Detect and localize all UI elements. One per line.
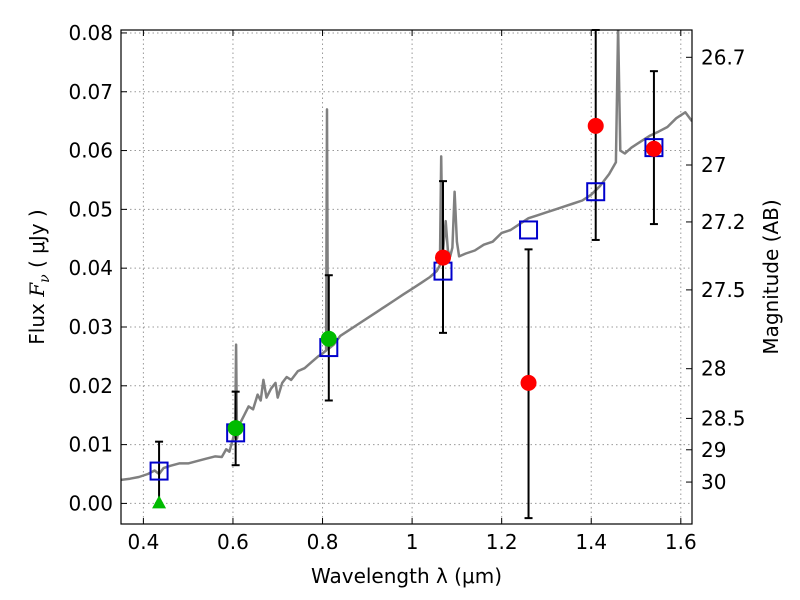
y2-tick-label: 28: [701, 357, 726, 381]
model-photometry-box: [149, 461, 169, 481]
observed-flux-marker: [645, 140, 662, 157]
x-tick-label: 1.4: [575, 530, 607, 554]
y2-tick-label: 30: [701, 470, 726, 494]
y2-tick-label: 28.5: [701, 406, 746, 430]
y-tick-label: 0.05: [68, 197, 113, 221]
y-tick-label: 0.00: [68, 491, 113, 515]
x-axis-title: Wavelength λ (μm): [311, 564, 502, 588]
y-axis-title-suffix: ( μJy ): [25, 209, 49, 274]
model-photometry-box: [586, 182, 606, 202]
y2-tick-label: 26.7: [701, 45, 746, 69]
plot-frame: [120, 29, 693, 525]
y-tick-label: 0.06: [68, 139, 113, 163]
x-tick-label: 1.2: [486, 530, 518, 554]
observed-flux-marker: [434, 249, 451, 266]
model-photometry-box: [519, 220, 539, 240]
grid-layer: [121, 30, 692, 524]
y-tick-label: 0.03: [68, 315, 113, 339]
model-layer: [121, 30, 692, 482]
x-tick-label: 1.6: [665, 530, 697, 554]
y2-tick-label: 27: [701, 153, 726, 177]
x-tick-label: 0.4: [127, 530, 159, 554]
y-tick-label: 0.04: [68, 256, 113, 280]
observed-flux-marker: [320, 330, 337, 347]
observations-layer: [152, 117, 662, 509]
model-photometry-layer: [149, 138, 664, 481]
x-tick-label: 1: [406, 530, 419, 554]
y-tick-label: 0.01: [68, 433, 113, 457]
tick-layer: 0.4 0.6 0.8 1 1.2 1.4 1.6 0.00 0.01 0.02 0.03 0.04 0…: [68, 21, 745, 554]
y-tick-label: 0.02: [68, 374, 113, 398]
y-axis-title-symbol: F: [25, 282, 49, 298]
y2-tick-label: 27.5: [701, 278, 746, 302]
y-axis-title-subscript: ν: [37, 274, 53, 283]
observed-flux-marker: [520, 374, 537, 391]
y2-axis-title: Magnitude (AB): [759, 199, 783, 354]
y2-tick-label: 29: [701, 438, 726, 462]
observed-flux-marker: [587, 117, 604, 134]
y-axis-title: Flux Fν ( μJy ): [25, 209, 53, 344]
observed-flux-marker: [227, 420, 244, 437]
x-tick-label: 0.6: [217, 530, 249, 554]
model-spectrum-line: [121, 30, 692, 482]
y-tick-label: 0.07: [68, 80, 113, 104]
y-axis-title-prefix: Flux: [25, 297, 49, 345]
x-tick-label: 0.8: [307, 530, 339, 554]
y-tick-label: 0.08: [68, 21, 113, 45]
y2-tick-label: 27.2: [701, 210, 746, 234]
upper-limit-marker: [152, 495, 167, 509]
